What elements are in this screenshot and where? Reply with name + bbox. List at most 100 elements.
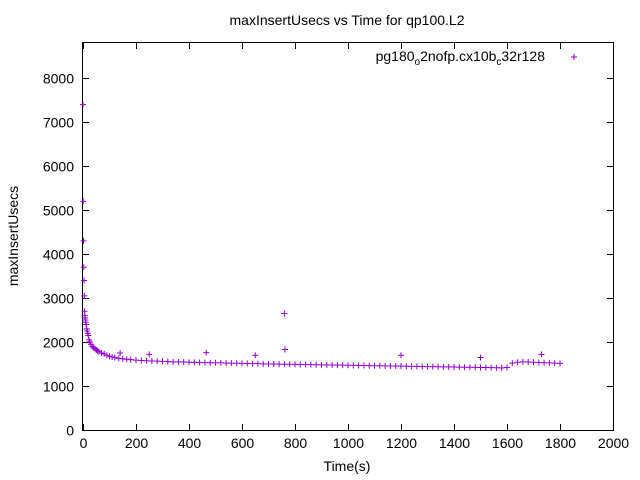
y-axis: 0 1000 2000 3000 4000 5000 6000 7000 8000	[43, 71, 613, 439]
data-point	[530, 359, 537, 366]
data-point	[80, 237, 87, 244]
legend-text-part: c	[496, 57, 501, 68]
data-point	[217, 359, 224, 366]
legend-marker	[571, 54, 577, 60]
data-point	[382, 362, 389, 369]
x-tick-label: 1200	[386, 435, 417, 451]
data-point	[80, 198, 87, 205]
data-point	[488, 364, 495, 371]
y-tick-label: 2000	[43, 335, 74, 351]
data-point	[318, 361, 325, 368]
data-point	[281, 361, 288, 368]
data-point	[191, 359, 198, 366]
data-point	[297, 361, 304, 368]
x-tick-label: 1000	[333, 435, 364, 451]
data-point	[440, 363, 447, 370]
data-point	[106, 353, 113, 360]
data-point	[339, 362, 346, 369]
data-point	[392, 363, 399, 370]
data-point	[159, 358, 166, 365]
data-point	[80, 101, 86, 108]
data-point	[203, 349, 210, 356]
x-tick-label: 800	[284, 435, 308, 451]
data-point	[270, 361, 277, 368]
data-point	[398, 363, 404, 370]
data-point	[571, 54, 577, 60]
data-point	[133, 357, 139, 364]
data-point	[127, 356, 134, 363]
data-point	[403, 363, 410, 370]
data-point	[81, 292, 88, 299]
data-point	[413, 363, 420, 370]
data-point	[535, 359, 542, 366]
data-point	[504, 364, 510, 371]
y-tick-label: 4000	[43, 247, 74, 263]
data-point	[551, 360, 558, 367]
data-point	[252, 352, 259, 359]
x-tick-label: 1800	[545, 435, 576, 451]
y-tick-label: 1000	[43, 379, 74, 395]
data-point	[249, 360, 256, 367]
data-point	[175, 358, 182, 365]
legend-text-part: 32r128	[501, 48, 545, 64]
data-point	[180, 359, 187, 366]
data-point	[514, 359, 521, 366]
data-point	[292, 361, 298, 368]
x-tick-label: 600	[231, 435, 255, 451]
x-tick-label: 0	[80, 435, 88, 451]
data-point	[323, 361, 330, 368]
data-point	[329, 362, 336, 369]
x-axis-label: Time(s)	[324, 458, 371, 474]
data-point	[408, 363, 415, 370]
data-point	[498, 364, 505, 371]
chart-title: maxInsertUsecs vs Time for qp100.L2	[230, 12, 465, 28]
data-point	[207, 359, 214, 366]
data-point	[456, 364, 463, 371]
data-point	[103, 352, 110, 359]
data-point	[376, 362, 383, 369]
data-point	[334, 362, 341, 369]
data-point	[254, 360, 261, 367]
data-point	[281, 346, 288, 353]
data-point	[201, 359, 208, 366]
data-point	[117, 350, 124, 357]
legend-text-part: pg180	[376, 48, 415, 64]
x-tick-label: 1600	[492, 435, 523, 451]
data-point	[239, 360, 245, 367]
data-point	[313, 361, 320, 368]
data-point	[148, 357, 155, 364]
data-point	[154, 358, 161, 365]
data-point	[355, 362, 362, 369]
data-point	[94, 347, 101, 354]
legend-text-part: o	[415, 57, 421, 68]
y-tick-label: 0	[66, 423, 74, 439]
data-point	[111, 354, 118, 361]
data-point	[244, 360, 251, 367]
data-point	[95, 348, 102, 355]
legend-label: pg180o2nofp.cx10bc32r128	[376, 48, 546, 68]
data-point	[477, 364, 484, 371]
data-point	[435, 363, 442, 370]
data-point	[170, 358, 177, 365]
data-point	[228, 360, 235, 367]
x-tick-label: 200	[125, 435, 149, 451]
data-point	[525, 359, 532, 366]
plot-frame	[82, 42, 614, 431]
data-point	[345, 362, 351, 369]
y-axis-label: maxInsertUsecs	[5, 186, 21, 286]
data-point	[233, 360, 240, 367]
y-tick-label: 8000	[43, 71, 74, 87]
data-point	[302, 361, 309, 368]
data-point	[80, 264, 87, 271]
y-tick-label: 5000	[43, 203, 74, 219]
data-point	[538, 351, 545, 358]
data-point	[451, 364, 457, 371]
data-point	[83, 321, 90, 328]
data-point	[276, 361, 283, 368]
x-tick-label: 2000	[598, 435, 629, 451]
data-point	[101, 350, 108, 357]
data-point	[138, 357, 145, 364]
data-point	[546, 359, 553, 366]
data-point	[398, 352, 404, 359]
